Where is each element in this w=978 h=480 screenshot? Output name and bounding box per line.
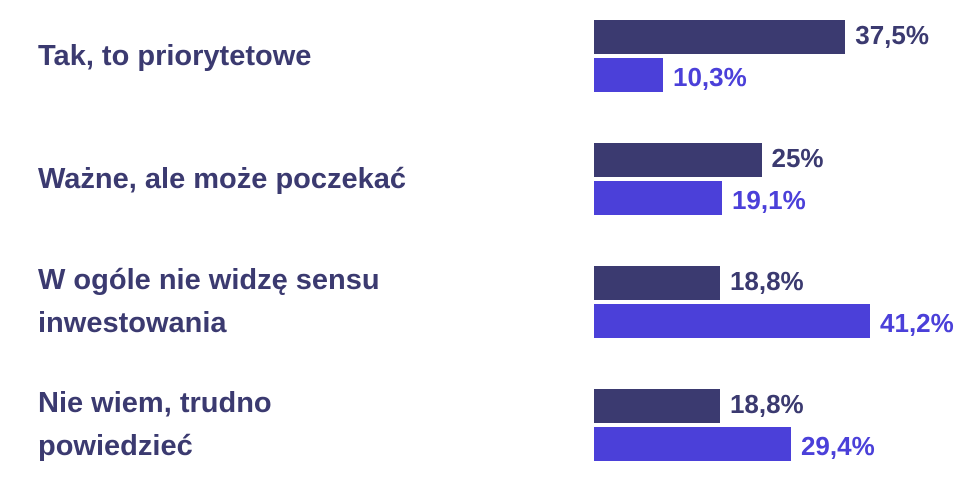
bar xyxy=(594,427,791,461)
value-label: 18,8% xyxy=(729,389,804,419)
value-label: 29,4% xyxy=(800,431,875,461)
value-label: 25% xyxy=(771,143,824,173)
page: Tak, to priorytetowe 37,5% 10,3% Ważne, ale… xyxy=(38,20,954,462)
value-label: 37,5% xyxy=(855,20,929,50)
category-label: Nie wiem, trudno powiedzieć xyxy=(38,387,272,462)
bar xyxy=(594,181,722,215)
value-label: 41,2% xyxy=(880,308,954,338)
bar xyxy=(594,389,720,423)
bar xyxy=(594,304,871,338)
bar xyxy=(594,266,720,300)
bar xyxy=(594,58,663,92)
value-label: 18,8% xyxy=(729,266,804,296)
value-label: 19,1% xyxy=(731,185,806,215)
value-label: 10,3% xyxy=(673,62,747,92)
category-label: W ogóle nie widzę sensu inwestowania xyxy=(38,264,380,339)
bar xyxy=(594,143,762,177)
bar xyxy=(594,20,846,54)
category-label: Ważne, ale może poczekać xyxy=(38,162,407,195)
category-label: Tak, to priorytetowe xyxy=(38,39,312,72)
